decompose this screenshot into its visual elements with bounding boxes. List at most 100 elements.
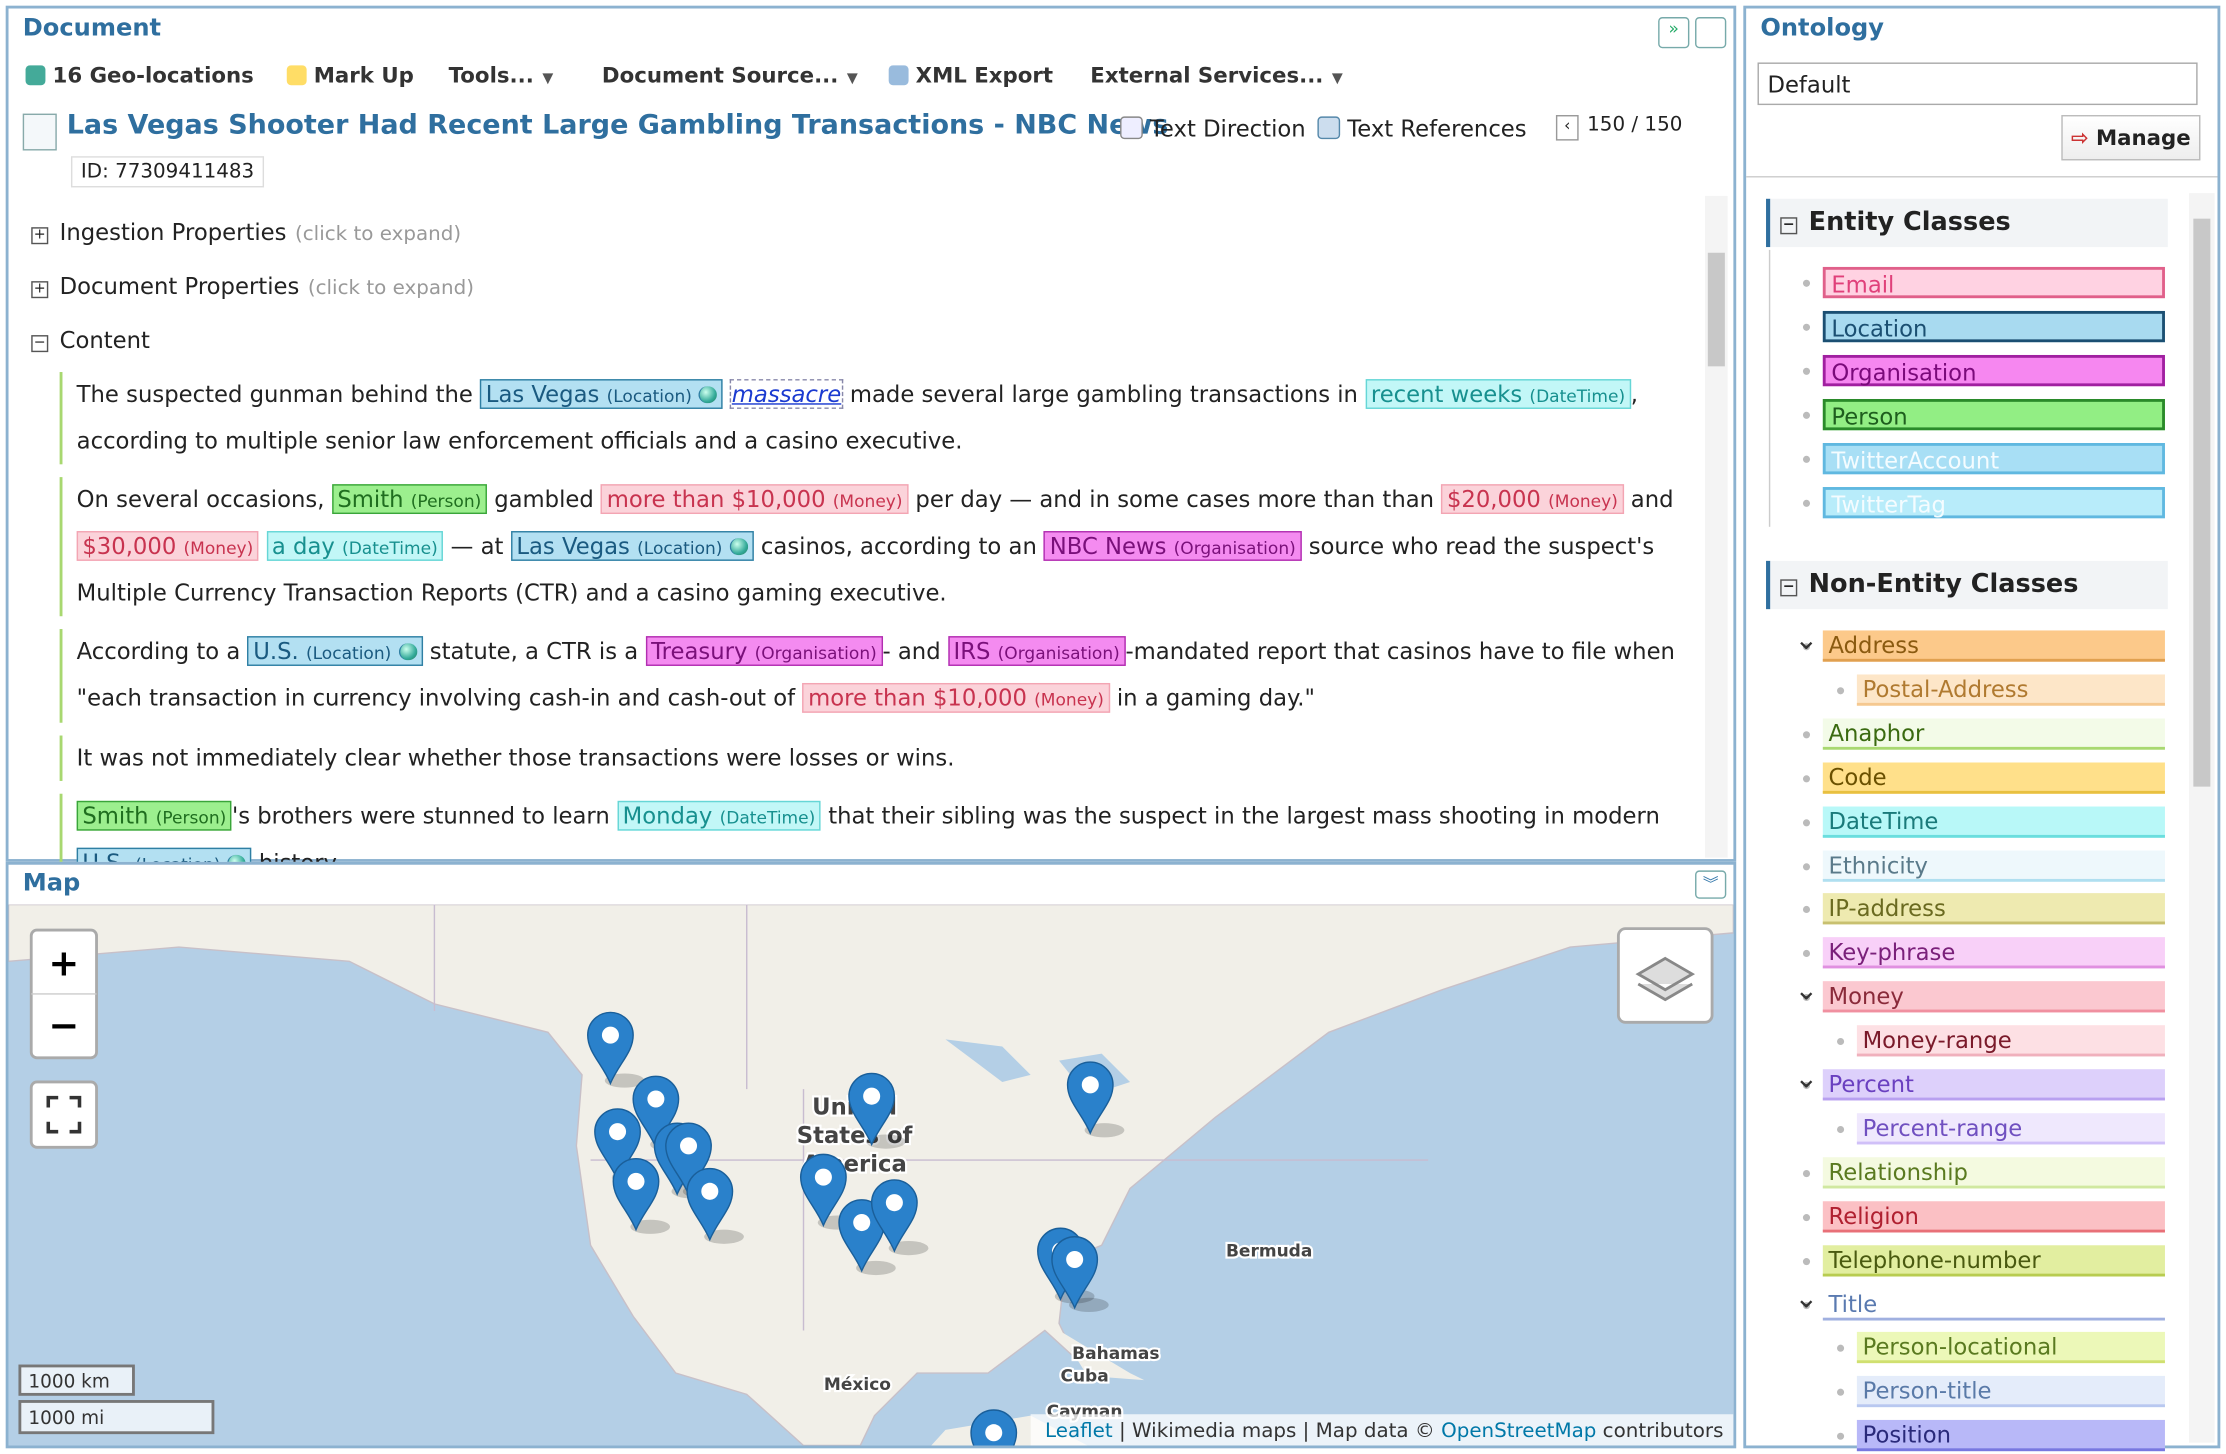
toolbar-item[interactable]: Mark Up: [286, 62, 414, 88]
fullscreen-button[interactable]: [29, 1080, 98, 1149]
annotation[interactable]: $30,000 (Money): [76, 531, 259, 561]
class-item[interactable]: Position: [1856, 1420, 2165, 1452]
annotation[interactable]: a day (DateTime): [266, 531, 444, 561]
label: Manage: [2095, 124, 2191, 151]
collapse-button[interactable]: ︾: [1695, 870, 1727, 899]
class-item[interactable]: Relationship: [1822, 1156, 2165, 1189]
attribution-link[interactable]: Leaflet: [1045, 1419, 1113, 1442]
class-item[interactable]: Money-range: [1856, 1025, 2165, 1057]
class-item[interactable]: Address: [1822, 630, 2165, 662]
toolbar-item[interactable]: External Services... ▼: [1090, 62, 1343, 88]
manage-button[interactable]: ⇨ Manage: [2061, 115, 2201, 161]
map-marker[interactable]: [848, 1072, 906, 1149]
class-item[interactable]: Email: [1822, 266, 2165, 299]
annotation-tag: (Location): [135, 854, 221, 867]
class-item[interactable]: Telephone-number: [1822, 1244, 2165, 1276]
map-marker[interactable]: [870, 1179, 929, 1256]
zoom-out[interactable]: −: [48, 1004, 79, 1047]
class-item[interactable]: Title: [1822, 1288, 2165, 1320]
annotation[interactable]: Las Vegas (Location): [510, 531, 754, 561]
class-item[interactable]: Code: [1822, 762, 2165, 794]
map-marker[interactable]: [612, 1157, 671, 1234]
tree-caret[interactable]: ⌄: [1794, 1060, 1819, 1095]
class-group-header[interactable]: − Entity Classes: [1780, 207, 2011, 237]
zoom-in[interactable]: +: [48, 941, 79, 984]
text: 's brothers were stunned to learn: [231, 802, 617, 830]
annotation[interactable]: Las Vegas (Location): [480, 379, 724, 409]
tree-caret[interactable]: ⌄: [1794, 972, 1819, 1007]
label: Tools...: [448, 62, 534, 89]
ontology-select[interactable]: Default: [1757, 62, 2198, 106]
tree-line: [1768, 249, 1771, 527]
bullet: [1802, 818, 1811, 826]
map-marker[interactable]: [838, 1199, 896, 1276]
text: According to a: [76, 637, 248, 665]
class-item[interactable]: TwitterTag: [1822, 487, 2165, 519]
annotation-tag: (Location): [606, 386, 692, 407]
text-references[interactable]: Text References: [1317, 115, 1527, 142]
class-item[interactable]: Money: [1822, 981, 2165, 1013]
tree-caret[interactable]: ⌄: [1794, 1280, 1819, 1315]
link[interactable]: massacre: [730, 379, 843, 409]
annotation[interactable]: $20,000 (Money): [1441, 484, 1624, 515]
class-item[interactable]: Location: [1822, 310, 2165, 343]
toolbar-item[interactable]: 16 Geo-locations: [25, 62, 254, 88]
geo-icon[interactable]: [227, 854, 246, 867]
section-header[interactable]: + Document Properties (click to expand): [31, 273, 474, 300]
class-item[interactable]: Percent: [1822, 1069, 2165, 1101]
annotation[interactable]: U.S. (Location): [247, 636, 423, 666]
tree-caret[interactable]: ⌄: [1794, 621, 1819, 657]
class-item[interactable]: IP-address: [1822, 893, 2165, 925]
annotation[interactable]: Monday (DateTime): [616, 800, 821, 831]
scroll-thumb[interactable]: [2193, 218, 2211, 787]
annotation[interactable]: recent weeks (DateTime): [1365, 379, 1631, 409]
scrollbar[interactable]: [2189, 193, 2215, 1443]
class-item[interactable]: TwitterAccount: [1822, 443, 2165, 475]
geo-icon[interactable]: [699, 386, 718, 404]
section-header[interactable]: − Content: [31, 327, 150, 354]
map-view[interactable]: UnitedStates ofAmericaBermudaBahamasCuba…: [8, 904, 1734, 1446]
geo-icon[interactable]: [398, 643, 417, 661]
map-marker[interactable]: [587, 1011, 645, 1088]
maximize-button[interactable]: [1695, 17, 1727, 49]
class-item[interactable]: Ethnicity: [1822, 849, 2165, 882]
class-item[interactable]: Key-phrase: [1822, 937, 2165, 969]
map-marker[interactable]: [970, 1409, 1028, 1446]
annotation[interactable]: Treasury (Organisation): [645, 636, 883, 666]
annotation[interactable]: Smith (Person): [331, 484, 487, 515]
class-item[interactable]: Anaphor: [1822, 718, 2165, 750]
toolbar-item[interactable]: Tools... ▼: [449, 62, 554, 88]
attribution-link[interactable]: OpenStreetMap: [1441, 1419, 1596, 1442]
class-item[interactable]: Person: [1822, 398, 2165, 431]
header-text: Entity Classes: [1808, 207, 2011, 238]
class-item[interactable]: Organisation: [1822, 354, 2165, 387]
checkbox[interactable]: [1317, 116, 1341, 140]
class-item[interactable]: Postal-Address: [1856, 674, 2165, 706]
scrollbar[interactable]: [1704, 195, 1728, 858]
map-marker[interactable]: [1051, 1236, 1109, 1313]
scroll-thumb[interactable]: [1707, 252, 1725, 367]
class-item[interactable]: Person-title: [1856, 1376, 2165, 1408]
text: and: [1623, 485, 1674, 513]
ontology-panel: Ontology Default ⇨ Manage − Entity Classes…: [1743, 5, 2221, 1452]
geo-icon[interactable]: [729, 538, 749, 556]
class-item[interactable]: DateTime: [1822, 805, 2165, 838]
prev-button[interactable]: ‹: [1555, 115, 1579, 141]
annotation[interactable]: NBC News (Organisation): [1044, 531, 1302, 561]
section-header[interactable]: + Ingestion Properties (click to expand): [31, 219, 461, 246]
class-item[interactable]: Percent-range: [1856, 1113, 2165, 1145]
annotation[interactable]: more than $10,000 (Money): [802, 682, 1110, 713]
annotation[interactable]: IRS (Organisation): [947, 636, 1126, 666]
collapse-button[interactable]: »: [1658, 17, 1690, 49]
class-item[interactable]: Person-locational: [1856, 1332, 2165, 1364]
annotation[interactable]: more than $10,000 (Money): [601, 484, 909, 515]
text-direction[interactable]: Text Direction: [1120, 115, 1306, 142]
toolbar-item[interactable]: XML Export: [888, 62, 1053, 88]
class-group-header[interactable]: − Non-Entity Classes: [1780, 569, 2078, 599]
toolbar-item[interactable]: Document Source... ▼: [602, 62, 858, 88]
class-item[interactable]: Religion: [1822, 1200, 2165, 1233]
map-marker[interactable]: [686, 1167, 744, 1244]
annotation[interactable]: Smith (Person): [76, 800, 232, 831]
bullet: [1802, 411, 1811, 419]
map-marker[interactable]: [1066, 1061, 1125, 1138]
